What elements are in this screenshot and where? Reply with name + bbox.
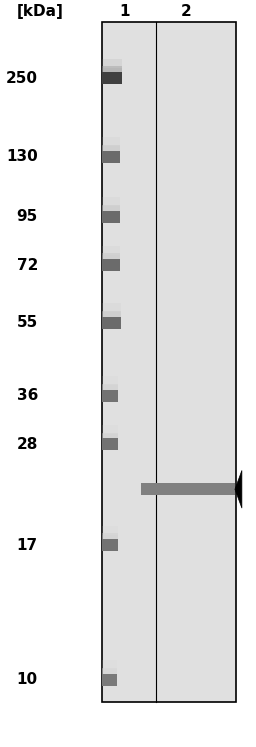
Bar: [102, 68, 122, 84]
Bar: [102, 669, 117, 686]
Text: 17: 17: [17, 538, 38, 553]
Text: 130: 130: [6, 149, 38, 164]
Text: 95: 95: [17, 209, 38, 224]
Bar: [102, 211, 120, 223]
Bar: [102, 660, 117, 677]
Bar: [102, 393, 119, 402]
Bar: [102, 533, 119, 542]
Text: 36: 36: [17, 388, 38, 403]
Bar: [102, 535, 119, 551]
Bar: [102, 526, 119, 542]
Bar: [102, 542, 119, 551]
Text: 72: 72: [17, 258, 38, 273]
Polygon shape: [235, 471, 242, 508]
Bar: [102, 385, 119, 402]
Bar: [102, 197, 120, 214]
Bar: [102, 214, 120, 223]
Bar: [141, 483, 235, 495]
Text: [kDa]: [kDa]: [17, 4, 64, 19]
Bar: [102, 376, 119, 393]
Bar: [102, 320, 121, 329]
Bar: [102, 384, 119, 393]
Bar: [102, 441, 119, 450]
Bar: [102, 317, 121, 329]
Bar: [102, 246, 120, 262]
Bar: [102, 438, 119, 450]
Bar: [102, 22, 236, 702]
Bar: [102, 311, 121, 320]
Bar: [102, 259, 120, 271]
Bar: [102, 145, 120, 154]
Bar: [102, 539, 119, 551]
Bar: [102, 312, 121, 329]
Bar: [102, 66, 122, 75]
Bar: [102, 262, 120, 271]
Bar: [102, 433, 119, 441]
Bar: [102, 72, 122, 84]
Bar: [102, 75, 122, 84]
Bar: [102, 205, 120, 214]
Text: 250: 250: [6, 71, 38, 86]
Bar: [102, 390, 119, 402]
Bar: [102, 154, 120, 163]
Bar: [102, 434, 119, 450]
Bar: [102, 674, 117, 686]
Text: 28: 28: [17, 437, 38, 452]
Bar: [102, 137, 120, 154]
Text: 55: 55: [17, 315, 38, 330]
Bar: [102, 255, 120, 271]
Bar: [102, 59, 122, 75]
Bar: [102, 668, 117, 677]
Text: 1: 1: [119, 4, 130, 19]
Bar: [102, 253, 120, 262]
Text: 2: 2: [181, 4, 192, 19]
Bar: [102, 677, 117, 686]
Bar: [102, 206, 120, 223]
Bar: [102, 303, 121, 320]
Bar: [102, 151, 120, 163]
Bar: [102, 146, 120, 163]
Text: 10: 10: [17, 672, 38, 687]
Bar: [102, 425, 119, 441]
